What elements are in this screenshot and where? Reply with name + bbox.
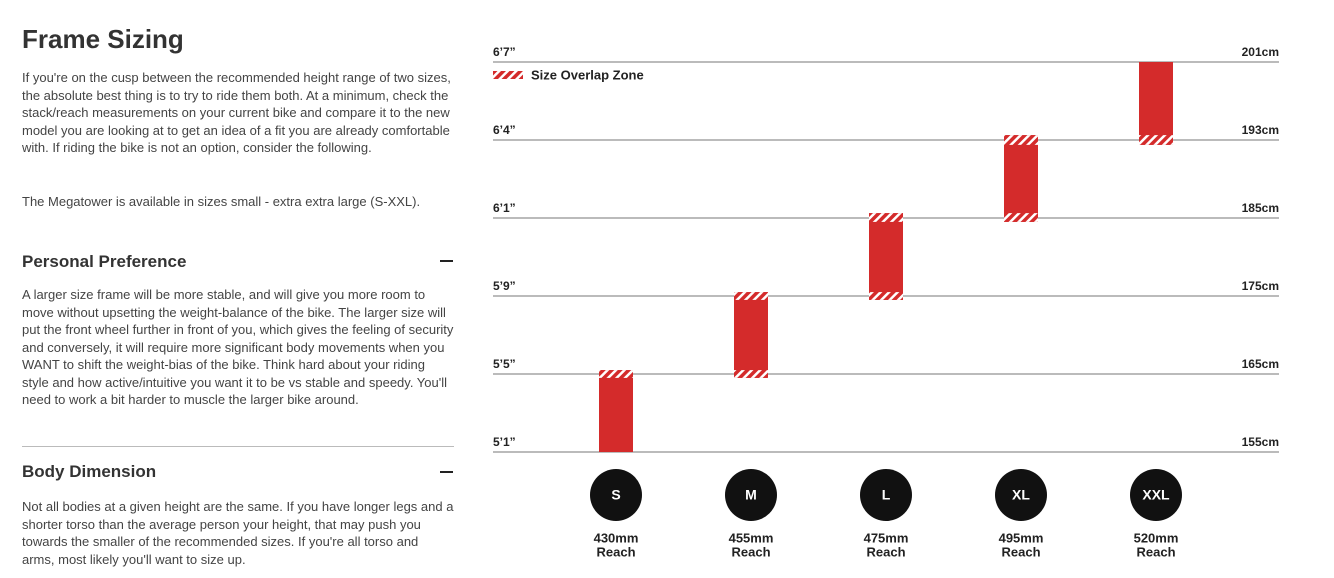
y-tick-label: 165cm <box>1242 357 1279 371</box>
overlap-zone <box>869 292 903 300</box>
overlap-zone <box>734 370 768 378</box>
divider <box>22 446 454 447</box>
legend-swatch <box>493 71 523 79</box>
size-badge <box>590 469 642 521</box>
size-label: XL <box>1012 487 1030 503</box>
page-title: Frame Sizing <box>22 24 184 54</box>
size-label: L <box>882 487 891 503</box>
size-label: S <box>611 487 620 503</box>
reach-label: Reach <box>866 544 905 559</box>
y-tick-label: 175cm <box>1242 279 1279 293</box>
section-heading[interactable]: Personal Preference <box>22 252 187 271</box>
size-bar <box>869 213 903 300</box>
size-label: M <box>745 487 757 503</box>
size-bar <box>1004 135 1038 222</box>
overlap-zone <box>734 292 768 300</box>
reach-label: Reach <box>596 544 635 559</box>
overlap-zone <box>1004 135 1038 145</box>
paragraph: Not all bodies at a given height are the… <box>22 499 454 567</box>
size-bar <box>1139 62 1173 145</box>
y-left-label: 5’1” <box>493 435 516 449</box>
overlap-zone <box>869 213 903 222</box>
reach-value: 495mm <box>999 530 1044 545</box>
collapse-icon[interactable] <box>440 260 453 262</box>
reach-label: Reach <box>1001 544 1040 559</box>
y-left-label: 6’7” <box>493 45 516 59</box>
reach-value: 430mm <box>594 530 639 545</box>
paragraph: If you're on the cusp between the recomm… <box>22 70 451 155</box>
size-badge <box>860 469 912 521</box>
legend-label: Size Overlap Zone <box>531 67 644 82</box>
collapse-icon[interactable] <box>440 471 453 473</box>
section-heading[interactable]: Body Dimension <box>22 462 157 481</box>
reach-value: 455mm <box>729 530 774 545</box>
y-left-label: 6’4” <box>493 123 516 137</box>
size-badge <box>995 469 1047 521</box>
size-bar <box>599 370 633 452</box>
y-tick-label: 155cm <box>1242 435 1279 449</box>
overlap-zone <box>1139 135 1173 145</box>
reach-value: 475mm <box>864 530 909 545</box>
reach-label: Reach <box>731 544 770 559</box>
size-badge <box>725 469 777 521</box>
overlap-zone <box>1004 213 1038 222</box>
size-badge <box>1130 469 1182 521</box>
y-tick-label: 185cm <box>1242 201 1279 215</box>
size-bar <box>734 292 768 378</box>
paragraph: A larger size frame will be more stable,… <box>22 287 454 407</box>
paragraph: The Megatower is available in sizes smal… <box>22 194 421 209</box>
y-left-label: 5’9” <box>493 279 516 293</box>
y-tick-label: 201cm <box>1242 45 1279 59</box>
y-tick-label: 193cm <box>1242 123 1279 137</box>
y-left-label: 6’1” <box>493 201 516 215</box>
reach-value: 520mm <box>1134 530 1179 545</box>
reach-label: Reach <box>1136 544 1175 559</box>
y-left-label: 5’5” <box>493 357 516 371</box>
overlap-zone <box>599 370 633 378</box>
size-label: XXL <box>1142 487 1170 503</box>
